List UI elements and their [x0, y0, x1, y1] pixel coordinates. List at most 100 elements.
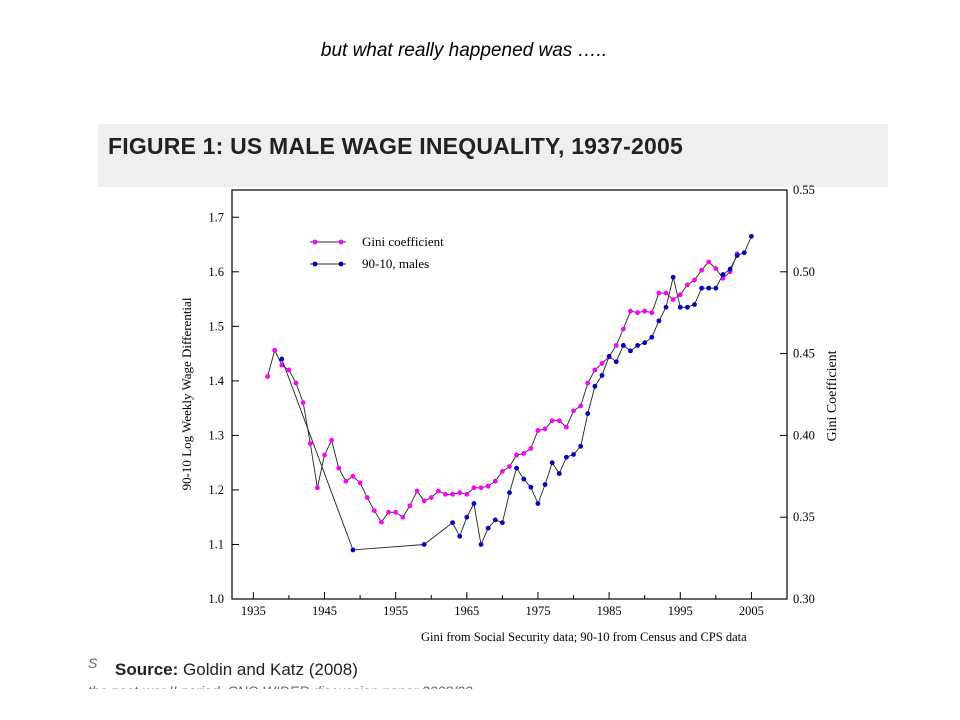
series-2-point	[749, 233, 754, 239]
series-2-point	[507, 490, 512, 496]
left-y-tick-label: 1.6	[208, 265, 224, 279]
series-2-point	[478, 542, 484, 547]
series-2-point	[720, 272, 726, 277]
left-axis-label: 90-10 Log Weekly Wage Differential	[179, 297, 194, 490]
series-2-point	[535, 501, 541, 506]
right-axis-label: Gini Coefficient	[825, 350, 840, 441]
series-1-point	[677, 292, 683, 298]
legend-label-1: Gini coefficient	[362, 234, 444, 249]
series-1-point	[407, 503, 413, 509]
source-text: Goldin and Katz (2008)	[183, 660, 358, 679]
series-1-point	[656, 290, 662, 296]
x-tick-label: 1955	[383, 604, 408, 618]
series-1-point	[478, 485, 484, 491]
series-1-point	[329, 437, 335, 443]
series-1-point	[364, 495, 370, 500]
series-2-point	[592, 383, 598, 389]
background-caption-fragment: S	[88, 655, 98, 671]
right-y-tick-label: 0.50	[793, 265, 815, 279]
series-2-point	[734, 253, 740, 258]
series-2-point	[585, 411, 591, 416]
series-1-point	[272, 347, 278, 353]
left-y-tick-label: 1.3	[208, 428, 224, 442]
series-1-point	[684, 282, 690, 288]
series-2-point	[571, 452, 576, 457]
left-y-tick-label: 1.1	[208, 537, 224, 551]
series-2-point	[471, 501, 477, 506]
series-2-point	[741, 250, 747, 256]
series-1-point	[521, 450, 527, 456]
series-1-point	[649, 310, 655, 316]
x-axis-label: Gini from Social Security data; 90-10 fr…	[421, 630, 747, 644]
series-2-point	[514, 465, 520, 471]
series-2-point	[649, 334, 655, 340]
series-2-point	[492, 517, 498, 523]
series-1-point	[663, 290, 669, 296]
series-1-point	[336, 465, 342, 471]
series-1-point	[713, 266, 719, 271]
series-2-point	[656, 318, 662, 324]
series-2-point	[464, 514, 470, 520]
series-2-point	[485, 525, 491, 531]
series-2-point	[521, 476, 527, 482]
series-1-point	[635, 310, 640, 316]
series-2-point	[642, 340, 648, 346]
right-y-tick-label: 0.30	[793, 592, 815, 606]
series-1-point	[556, 418, 562, 424]
plot-frame	[231, 189, 788, 600]
series-1-point	[343, 478, 349, 484]
series-1-point	[528, 446, 534, 451]
series-1-point	[620, 326, 626, 332]
series-1-point	[485, 483, 491, 489]
legend-marker-1	[338, 239, 344, 245]
series-2-point	[699, 285, 705, 291]
source-label: Source:	[115, 660, 179, 679]
series-1-point	[585, 380, 591, 386]
x-tick-label: 1985	[597, 604, 622, 618]
series-2-point	[450, 520, 455, 526]
series-1-point	[499, 468, 505, 474]
left-y-tick-label: 1.7	[208, 210, 224, 224]
figure-title: FIGURE 1: US MALE WAGE INEQUALITY, 1937-…	[108, 133, 683, 159]
series-2-point	[457, 533, 463, 539]
series-1-point	[492, 478, 498, 484]
left-y-tick-label: 1.0	[208, 592, 224, 606]
series-2-point	[620, 343, 626, 348]
series-1-point	[507, 464, 512, 469]
series-1-point	[471, 485, 477, 491]
series-1-point	[692, 277, 697, 283]
series-1-point	[265, 374, 270, 379]
left-y-tick-label: 1.4	[208, 374, 224, 388]
series-1-point	[699, 267, 705, 273]
slide-title: but what really happened was …..	[320, 40, 608, 61]
series-1-point	[613, 343, 619, 348]
series-1-point	[599, 361, 605, 366]
series-1-point	[464, 491, 470, 497]
x-tick-label: 1965	[454, 604, 479, 618]
series-2-point	[628, 348, 633, 354]
series-1-point	[371, 508, 377, 514]
series-1-point	[350, 473, 356, 479]
series-2-point	[350, 547, 356, 553]
right-y-tick-label: 0.40	[793, 428, 815, 442]
series-2-point	[599, 373, 605, 378]
series-2-point	[613, 359, 619, 365]
series-2-point	[713, 285, 719, 291]
x-tick-label: 1975	[525, 604, 550, 618]
series-1-point	[642, 308, 648, 314]
series-1-point	[314, 485, 320, 491]
series-2-point	[663, 304, 669, 310]
left-y-tick-label: 1.2	[208, 483, 224, 497]
series-line-2	[281, 236, 752, 551]
legend-label-2: 90-10, males	[362, 256, 429, 271]
x-tick-label: 1935	[241, 604, 266, 618]
x-tick-label: 1945	[312, 604, 337, 618]
series-1-point	[357, 480, 363, 486]
right-y-tick-label: 0.35	[793, 510, 815, 524]
right-y-tick-label: 0.55	[793, 183, 815, 197]
series-2-point	[279, 356, 285, 362]
series-2-point	[421, 542, 427, 547]
x-tick-label: 1995	[668, 604, 693, 618]
series-2-point	[542, 482, 548, 487]
